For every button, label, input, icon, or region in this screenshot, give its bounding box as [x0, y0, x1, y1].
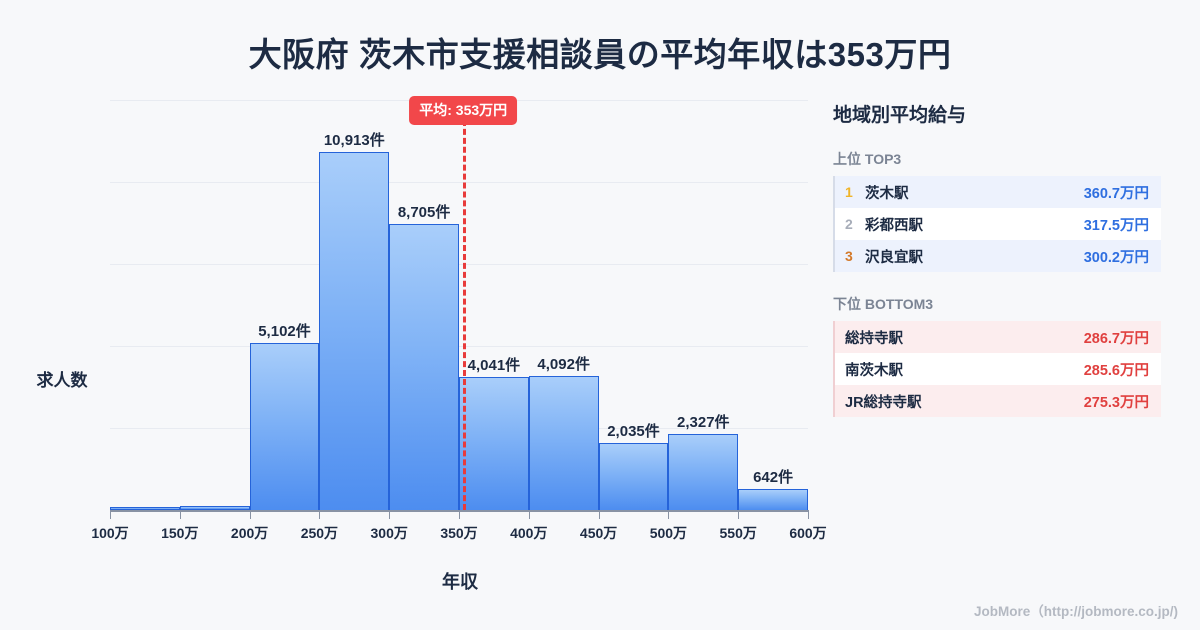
top3-row[interactable]: 3 沢良宜駅 300.2万円	[835, 240, 1161, 272]
histogram-chart: 求人数 年収 5,102件 10,913件 8,705件 4,041件 4,092件 2,…	[0, 88, 827, 592]
station-name: 沢良宜駅	[865, 249, 923, 266]
x-axis-tick-label: 100万	[91, 525, 129, 541]
rank-number: 3	[845, 248, 853, 264]
x-axis-tick	[179, 510, 181, 519]
x-axis-tick	[249, 510, 251, 519]
histogram-bar	[459, 377, 529, 510]
bar-value-label: 642件	[753, 468, 794, 486]
salary-value: 360.7万円	[1083, 185, 1149, 202]
bottom3-heading: 下位 BOTTOM3	[833, 296, 934, 312]
gridline	[110, 346, 808, 347]
top3-row[interactable]: 1 茨木駅 360.7万円	[835, 176, 1161, 208]
bar-value-label: 4,041件	[467, 357, 521, 375]
bar-value-label: 10,913件	[323, 132, 385, 150]
gridline	[110, 264, 808, 265]
bottom3-row[interactable]: JR総持寺駅 275.3万円	[835, 385, 1161, 417]
x-axis-tick	[389, 510, 391, 519]
x-axis-tick-label: 450万	[579, 525, 618, 541]
bar-value-label: 2,035件	[607, 423, 660, 441]
page-title: 大阪府 茨木市支援相談員の平均年収は353万円	[248, 36, 952, 73]
histogram-bar	[110, 507, 180, 510]
salary-value: 300.2万円	[1083, 249, 1149, 266]
x-axis-tick	[808, 510, 809, 519]
salary-value: 286.7万円	[1083, 330, 1149, 347]
average-badge: 平均: 353万円	[409, 96, 518, 125]
histogram-bar	[179, 506, 250, 510]
average-line	[463, 120, 467, 510]
station-name: JR総持寺駅	[845, 394, 922, 411]
salary-value: 317.5万円	[1083, 217, 1149, 234]
station-name: 茨木駅	[865, 185, 909, 202]
x-axis-tick-label: 150万	[161, 525, 199, 541]
station-name: 南茨木駅	[845, 362, 903, 379]
histogram-bar	[528, 375, 599, 510]
x-axis-tick-label: 250万	[300, 525, 339, 541]
x-axis-tick-label: 400万	[510, 525, 548, 541]
plot-area: 5,102件 10,913件 8,705件 4,041件 4,092件 2,035件 2,3…	[91, 96, 827, 541]
side-panel-title: 地域別平均給与	[833, 105, 967, 126]
bottom3-table: 総持寺駅 286.7万円南茨木駅 285.6万円 JR総持寺駅 275.3万円	[833, 321, 1161, 417]
histogram-bar	[738, 488, 808, 510]
histogram-bar	[389, 224, 459, 510]
x-axis-tick	[528, 510, 530, 519]
top3-table: 1 茨木駅 360.7万円 2 彩都西駅 317.5万円 3 沢良宜駅 300.2万円	[833, 176, 1161, 272]
x-axis-tick-label: 550万	[719, 525, 757, 541]
x-axis-tick	[668, 510, 670, 519]
top3-heading: 上位 TOP3	[833, 151, 902, 167]
bottom3-row[interactable]: 総持寺駅 286.7万円	[835, 321, 1161, 353]
x-axis-tick	[598, 510, 600, 519]
histogram-bar	[598, 443, 669, 510]
x-axis-tick	[110, 510, 111, 519]
top3-row[interactable]: 2 彩都西駅 317.5万円	[835, 208, 1161, 240]
x-axis-tick-label: 350万	[440, 525, 478, 541]
rank-number: 1	[845, 184, 853, 200]
bar-value-label: 5,102件	[258, 322, 311, 340]
station-name: 総持寺駅	[845, 330, 903, 347]
histogram-bar	[668, 433, 739, 510]
bar-value-label: 2,327件	[677, 413, 730, 431]
x-axis-tick	[738, 510, 740, 519]
x-axis-tick-label: 300万	[370, 525, 408, 541]
station-name: 彩都西駅	[865, 217, 923, 234]
y-axis-label: 求人数	[36, 371, 88, 390]
x-axis-tick	[319, 510, 321, 519]
histogram-bar	[319, 152, 390, 510]
bar-value-label: 8,705件	[397, 204, 451, 222]
x-axis-label: 年収	[442, 572, 478, 592]
x-axis-tick-label: 600万	[789, 525, 827, 541]
bottom3-row[interactable]: 南茨木駅 285.6万円	[835, 353, 1161, 385]
x-axis-tick-label: 200万	[230, 525, 269, 541]
salary-value: 285.6万円	[1083, 362, 1149, 379]
salary-value: 275.3万円	[1083, 394, 1149, 411]
gridline	[110, 182, 808, 183]
footer-attribution: JobMore（http://jobmore.co.jp/)	[974, 604, 1178, 619]
region-salary-panel: 地域別平均給与 上位 TOP3 1 茨木駅 360.7万円 2 彩都西駅 317.5万円 3…	[833, 100, 1173, 417]
x-axis-tick-label: 500万	[649, 525, 688, 541]
histogram-bar	[249, 342, 320, 510]
rank-number: 2	[845, 216, 853, 232]
x-axis-tick	[459, 510, 460, 519]
bar-value-label: 4,092件	[537, 355, 590, 373]
